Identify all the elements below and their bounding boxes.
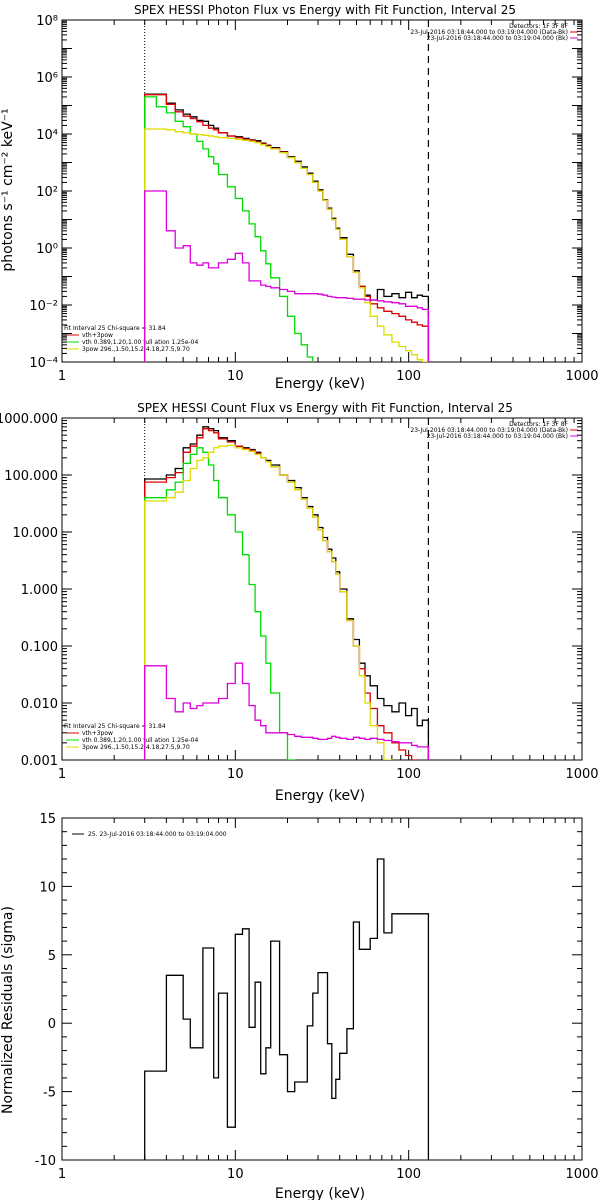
y-tick-label: -10 [35,1154,56,1169]
series-3pow [144,128,429,362]
info-line: 23-Jul-2016 03:18:44.000 to 03:19:04.000… [427,35,568,42]
info-line: 23-Jul-2016 03:18:44.000 to 03:19:04.000… [410,427,568,434]
photon-flux-panel: SPEX HESSI Photon Flux vs Energy with Fi… [0,3,599,392]
series-bk [144,662,430,760]
plot-frame [61,417,583,761]
y-tick-label: 10⁸ [36,14,58,29]
panel2-fit-info: Fit Interval 25 Chi-square = 31.84vth+3p… [64,723,198,751]
info-line: 23-Jul-2016 03:18:44.000 to 03:19:04.000… [410,29,568,36]
panel2-title: SPEX HESSI Count Flux vs Energy with Fit… [137,401,513,415]
fit-info-line: vth+3pow [82,332,113,339]
series-25-23-jul-2016-03-18-44-000-to-03-19-04-000 [144,858,430,1160]
x-tick-label: 1000 [565,1167,598,1182]
y-tick-label: 10.000 [13,526,59,541]
y-tick-label: -5 [43,1086,56,1101]
panel3-x-axis-label: Energy (keV) [275,1186,365,1200]
panel1-y-axis-label: photons s⁻¹ cm⁻² keV⁻¹ [0,108,16,271]
y-tick-label: 0.100 [21,640,58,655]
x-tick-label: 10 [227,369,244,384]
plot-frame [61,817,583,1161]
y-tick-label: 0 [48,1017,56,1032]
panel1-fit-info: Fit Interval 25 Chi-square = 31.84vth+3p… [64,325,198,353]
x-tick-label: 100 [396,767,421,782]
info-line: Detectors: 1F 3F 8F [509,421,568,428]
series-data-bk [144,426,430,760]
fit-info-line: vth+3pow [82,730,113,737]
panel1-title: SPEX HESSI Photon Flux vs Energy with Fi… [134,3,516,17]
x-tick-label: 1000 [565,369,598,384]
panel1-x-axis-label: Energy (keV) [275,376,365,392]
y-tick-label: 10² [36,185,58,200]
y-tick-label: 1.000 [21,583,58,598]
series-vth [144,447,296,760]
y-tick-label: 10⁻⁴ [29,356,58,371]
panel3-y-axis-label: Normalized Residuals (sigma) [0,906,16,1114]
series-data-bk [144,93,430,362]
series-vth-3pow [144,94,430,362]
fit-info-line: 3pow 296.,1.50,15.2,4.18,27.5,9.70 [82,744,190,751]
x-tick-label: 1 [58,767,66,782]
x-tick-label: 1000 [565,767,598,782]
y-tick-label: 10⁻² [29,299,58,314]
count-flux-panel: SPEX HESSI Count Flux vs Energy with Fit… [0,401,599,804]
residuals-panel: Energy (keV) Normalized Residuals (sigma… [0,812,599,1200]
y-tick-label: 5 [48,949,56,964]
series-bk [144,190,430,362]
y-tick-label: 10⁰ [36,242,58,257]
y-tick-label: 10⁶ [36,71,58,86]
y-tick-label: 10⁴ [36,128,58,143]
panel2-x-axis-label: Energy (keV) [275,788,365,804]
x-tick-label: 1 [58,369,66,384]
y-tick-label: 15 [39,812,56,827]
fit-info-line: vth 0.389,1.20,1.00 full ation 1.25e-04 [82,339,198,346]
legend-entry: 25. 23-Jul-2016 03:18:44.000 to 03:19:04… [88,831,227,838]
series-vth [144,96,319,362]
y-tick-label: 100.000 [4,469,58,484]
info-line: Detectors: 1F 3F 8F [509,23,568,30]
x-tick-label: 10 [227,1167,244,1182]
panel3-legend: 25. 23-Jul-2016 03:18:44.000 to 03:19:04… [72,831,227,838]
x-tick-label: 1 [58,1167,66,1182]
series-3pow [144,444,400,760]
fit-info-line: vth 0.389,1.20,1.00 full ation 1.25e-04 [82,737,198,744]
fit-info-line: 3pow 296.,1.50,15.2,4.18,27.5,9.70 [82,346,190,353]
fit-info-line: Fit Interval 25 Chi-square = 31.84 [64,325,166,332]
x-tick-label: 100 [396,1167,421,1182]
x-tick-label: 100 [396,369,421,384]
fit-info-line: Fit Interval 25 Chi-square = 31.84 [64,723,166,730]
y-tick-label: 10 [39,880,56,895]
y-tick-label: 0.010 [21,697,58,712]
x-tick-label: 10 [227,767,244,782]
info-line: 23-Jul-2016 03:18:44.000 to 03:19:04.000… [427,433,568,440]
y-tick-label: 0.001 [21,754,58,769]
y-tick-label: 1000.000 [0,412,58,427]
